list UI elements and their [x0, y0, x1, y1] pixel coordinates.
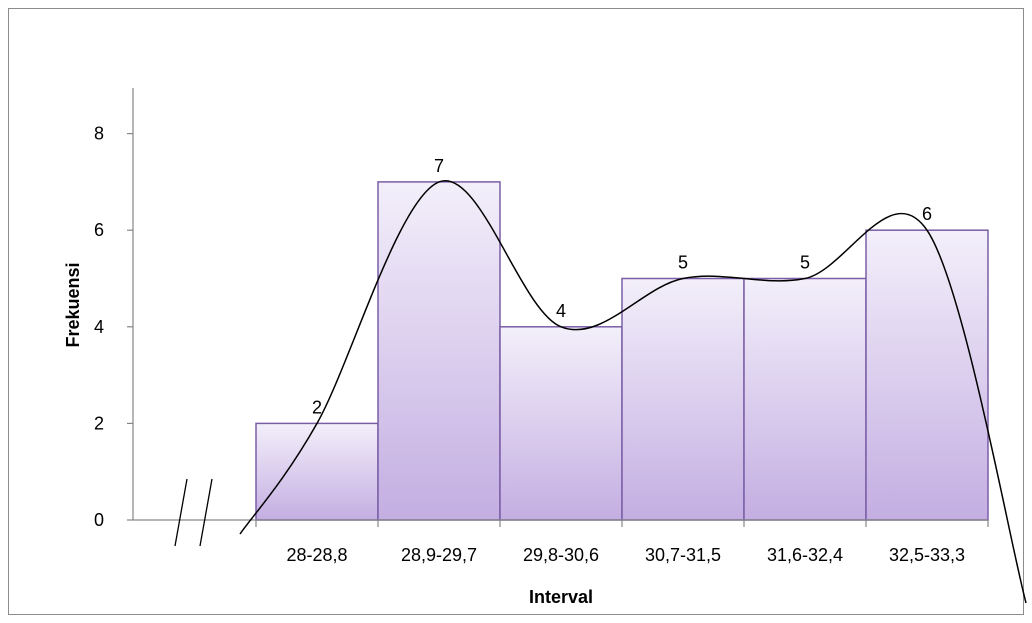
data-label: 7 — [434, 156, 444, 176]
bar-6 — [865, 229, 989, 521]
x-axis-title: Interval — [529, 587, 593, 607]
bar-1 — [255, 422, 379, 521]
data-label: 5 — [800, 253, 810, 273]
frequency-curve — [239, 179, 1027, 604]
x-tick-label: 28-28,8 — [286, 545, 347, 565]
x-tick-label: 30,7-31,5 — [645, 545, 721, 565]
data-label: 6 — [922, 204, 932, 224]
x-tick-label: 28,9-29,7 — [401, 545, 477, 565]
bar-5 — [743, 277, 867, 521]
y-tick-label: 8 — [94, 124, 104, 144]
bar-3 — [499, 326, 623, 521]
axis-break-mark — [199, 478, 213, 547]
x-tick-label: 32,5-33,3 — [889, 545, 965, 565]
x-tick-label: 29,8-30,6 — [523, 545, 599, 565]
data-label: 4 — [556, 301, 566, 321]
y-axis-title: Frekuensi — [63, 262, 83, 347]
y-tick-label: 4 — [94, 317, 104, 337]
y-tick-label: 0 — [94, 510, 104, 530]
axis-break-mark — [174, 478, 188, 547]
data-label: 5 — [678, 253, 688, 273]
y-tick-label: 2 — [94, 413, 104, 433]
bar-4 — [621, 277, 745, 521]
bar-2 — [377, 181, 501, 521]
y-tick-label: 6 — [94, 220, 104, 240]
data-label: 2 — [312, 397, 322, 417]
x-tick-label: 31,6-32,4 — [767, 545, 843, 565]
